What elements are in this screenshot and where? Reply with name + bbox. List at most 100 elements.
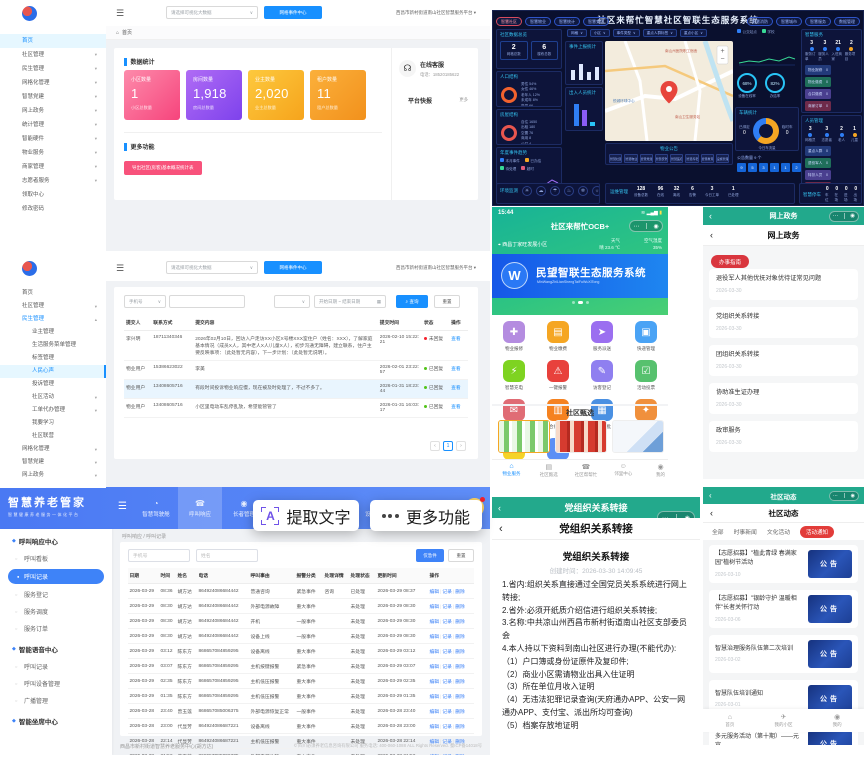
edit-link[interactable]: 编辑 (429, 619, 440, 625)
edit-link[interactable]: 编辑 (429, 724, 440, 730)
sidebar-item[interactable]: 社区活动 ▾ (0, 391, 106, 404)
news-item[interactable]: 【志愿招募】"植此青绿 春满家园"植树节活动 2026-03-10 公告 (709, 545, 858, 583)
sidebar-item[interactable]: 网格化管理 ▾ (0, 76, 106, 90)
record-link[interactable]: 记录 (442, 634, 452, 640)
service-chip[interactable]: 商家订单 0 (805, 101, 831, 111)
map[interactable]: + − 南山州医院职工宿舍 南山卫生服务站 悦城环球中心 (605, 41, 733, 141)
sidebar-item[interactable]: 民生管理 ▴ (0, 313, 106, 326)
filter-select[interactable]: 网格 ∨ (567, 29, 587, 37)
sidebar-item[interactable]: 智能语音中心 (0, 637, 112, 658)
sidebar-item[interactable]: 网上政务 ▾ (0, 104, 106, 118)
back-icon[interactable]: ‹ (498, 502, 501, 513)
sidebar-item[interactable]: 生活服务菜单管理 (0, 339, 106, 352)
product-image[interactable] (612, 420, 664, 453)
edit-link[interactable]: 编辑 (429, 664, 440, 670)
sidebar-item[interactable]: 工单代办管理 ▾ (0, 404, 106, 417)
bigscreen-tab[interactable]: 智慧服务 (805, 17, 831, 26)
record-link[interactable]: 记录 (442, 589, 452, 595)
record-link[interactable]: 记录 (442, 649, 452, 655)
bigscreen-tab[interactable]: 智慧城市 (776, 17, 802, 26)
prev-page[interactable]: ‹ (430, 441, 440, 451)
delete-link[interactable]: 删除 (455, 679, 465, 685)
news-item[interactable]: 【志愿招募】"银龄守护 温暖相伴"长者关怀行动 2026-03-06 公告 (709, 590, 858, 628)
gov-list-item[interactable]: 退役军人其他优抚对象优待证常见问题 2026-03-30 (709, 269, 858, 300)
view-link[interactable]: 查看 (449, 330, 468, 361)
record-link[interactable]: 记录 (442, 709, 452, 715)
sidebar-item[interactable]: 首页 (0, 34, 106, 48)
bigscreen-tab[interactable]: 智慧安防 (583, 17, 609, 26)
notice-chip[interactable]: 设施管理 (715, 154, 729, 163)
grid-event-center-button[interactable]: 网格事件中心 (264, 6, 322, 19)
tabbar-item[interactable]: ◉ 我的 (820, 713, 855, 728)
export-report-button[interactable]: 导出社区(房客)基本概况统计表 (124, 161, 202, 175)
sidebar-item[interactable]: 统计管理 ▾ (0, 118, 106, 132)
back-icon[interactable]: ‹ (710, 508, 713, 518)
sidebar-item[interactable]: 人民心声 (0, 365, 106, 378)
miniprogram-capsule[interactable]: ⋯◉ (629, 220, 663, 232)
delete-link[interactable]: 删除 (455, 664, 465, 670)
name-input[interactable]: 姓名 (196, 549, 258, 562)
delete-link[interactable]: 删除 (455, 619, 465, 625)
sidebar-item[interactable]: 社区管理 ▾ (0, 300, 106, 313)
delete-link[interactable]: 删除 (455, 739, 465, 745)
more-functions-button[interactable]: 更多功能 (370, 500, 482, 531)
tabbar-item[interactable]: ☺ 邻里中心 (606, 463, 641, 487)
record-link[interactable]: 记录 (442, 604, 452, 610)
notice-chip[interactable]: 智慧教育 (700, 154, 714, 163)
bigscreen-tab[interactable]: 智慧社区 (496, 17, 522, 26)
more-link[interactable]: 更多 (459, 97, 468, 102)
view-link[interactable]: 查看 (449, 398, 468, 418)
next-page[interactable]: › (456, 441, 466, 451)
nav-item[interactable]: ◔ 智慧驾驶舱 (134, 487, 178, 529)
tabbar-item[interactable]: ☎ 社区帮帮忙 (569, 463, 604, 487)
search-input[interactable] (169, 295, 245, 308)
tabbar-item[interactable]: ⌂ 首页 (712, 714, 747, 728)
notice-chip[interactable]: 智慧社区 (609, 154, 623, 163)
service-chip[interactable]: 物业报修 0 (805, 65, 831, 75)
edit-link[interactable]: 编辑 (429, 739, 440, 745)
tab-current-news[interactable]: 时事新闻 (733, 530, 757, 536)
product-image[interactable] (555, 420, 607, 453)
sidebar-item[interactable]: 投诉管理 (0, 378, 106, 391)
miniprogram-capsule[interactable]: ⋯◉ (829, 210, 859, 222)
announcement-square[interactable]: 1 (770, 163, 779, 172)
reset-button[interactable]: 重置 (448, 549, 474, 562)
tabbar-item[interactable]: ◉ 我的 (643, 463, 668, 487)
extract-text-button[interactable]: A 提取文字 (253, 500, 359, 531)
sidebar-item[interactable]: 民生管理 ▾ (0, 62, 106, 76)
back-icon[interactable]: ‹ (499, 522, 503, 535)
edit-link[interactable]: 编辑 (429, 604, 440, 610)
delete-link[interactable]: 删除 (455, 755, 465, 756)
sidebar-item[interactable]: 网格化管理 ▾ (0, 443, 106, 456)
nav-item[interactable]: ✦ 系统管理 (486, 487, 490, 529)
filter-select[interactable]: 重点人群标签 ∨ (642, 29, 677, 37)
sidebar-item[interactable]: 智慧党建 ▾ (0, 90, 106, 104)
product-image[interactable] (498, 420, 550, 453)
filter-select[interactable]: 小区 ∨ (589, 29, 610, 37)
delete-link[interactable]: 删除 (455, 724, 465, 730)
bigscreen-tab[interactable]: 智慧物业 (525, 17, 551, 26)
bigscreen-tab[interactable]: 智慧统计 (554, 17, 580, 26)
sidebar-item[interactable]: 呼叫看板 (0, 550, 112, 567)
bigdata-select[interactable]: 请选择可视化大数据 ∨ (166, 261, 258, 274)
delete-link[interactable]: 删除 (455, 709, 465, 715)
people-chip[interactable]: 特扶人员 0 (805, 170, 831, 180)
edit-link[interactable]: 编辑 (429, 694, 440, 700)
table-row[interactable]: 物业用户 13408605716 小区里电动车乱停乱放，希望能管管了 2026-… (124, 398, 468, 418)
announcement-square[interactable]: 5 (748, 163, 757, 172)
record-link[interactable]: 记录 (442, 694, 452, 700)
sidebar-item[interactable]: 物业服务 ▾ (0, 146, 106, 160)
delete-link[interactable]: 删除 (455, 649, 465, 655)
sidebar-item[interactable]: 领取中心 (0, 188, 106, 202)
product-carousel[interactable] (498, 420, 664, 453)
view-link[interactable]: 查看 (449, 379, 468, 399)
service-chip[interactable]: 合并缴费 0 (805, 89, 831, 99)
record-link[interactable]: 记录 (442, 739, 452, 745)
announcement-square[interactable]: 1 (781, 163, 790, 172)
phone-input[interactable]: 手机号 (128, 549, 190, 562)
notice-chip[interactable]: 智慧安防 (654, 154, 668, 163)
sidebar-item[interactable]: 智能硬件 ▾ (0, 132, 106, 146)
hamburger-icon[interactable]: ☰ (116, 8, 125, 18)
delete-link[interactable]: 删除 (455, 634, 465, 640)
app-grid-item[interactable]: ☑ 活动投票 (624, 360, 668, 391)
